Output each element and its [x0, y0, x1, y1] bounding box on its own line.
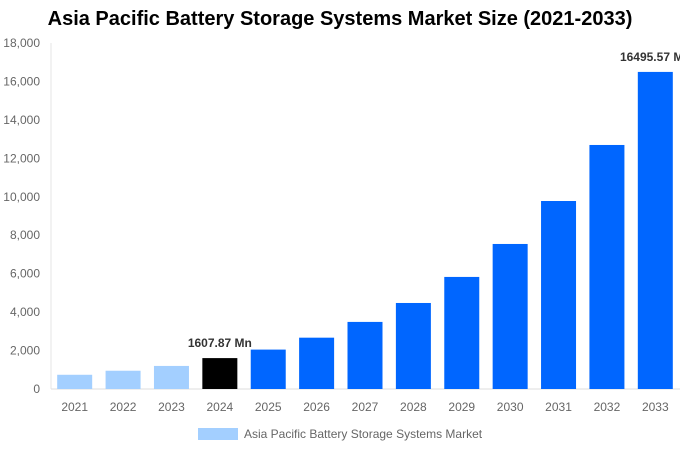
bar-2030: [492, 243, 528, 389]
y-tick-label: 2,000: [10, 344, 40, 358]
bar-2025: [250, 349, 286, 389]
y-tick-label: 14,000: [3, 113, 40, 127]
x-tick-label: 2025: [255, 400, 282, 414]
bar-2024: [202, 358, 238, 389]
data-label-2033: 16495.57 Mn: [620, 50, 680, 64]
chart-title: Asia Pacific Battery Storage Systems Mar…: [47, 8, 633, 30]
y-tick-label: 4,000: [10, 305, 40, 319]
x-tick-label: 2030: [497, 400, 524, 414]
x-tick-label: 2032: [594, 400, 621, 414]
y-tick-label: 16,000: [3, 74, 40, 88]
y-tick-label: 8,000: [10, 228, 40, 242]
x-tick-label: 2031: [545, 400, 572, 414]
x-tick-label: 2024: [206, 400, 233, 414]
bar-2023: [153, 365, 189, 389]
x-tick-label: 2033: [642, 400, 669, 414]
y-tick-label: 10,000: [3, 190, 40, 204]
bar-2031: [541, 201, 577, 389]
x-tick-label: 2027: [352, 400, 379, 414]
y-tick-label: 18,000: [3, 36, 40, 50]
bar-2029: [444, 276, 480, 389]
bar-2032: [589, 144, 625, 389]
x-tick-label: 2028: [400, 400, 427, 414]
bar-2021: [57, 374, 93, 389]
bar-2026: [299, 337, 335, 389]
x-tick-label: 2029: [448, 400, 475, 414]
y-tick-label: 0: [33, 382, 40, 396]
y-tick-label: 12,000: [3, 151, 40, 165]
data-label-2024: 1607.87 Mn: [188, 336, 252, 350]
x-tick-label: 2026: [303, 400, 330, 414]
x-tick-label: 2023: [158, 400, 185, 414]
legend-swatch: [198, 428, 238, 440]
bar-2022: [105, 370, 141, 389]
bar-2028: [395, 302, 431, 389]
legend-label: Asia Pacific Battery Storage Systems Mar…: [244, 427, 483, 441]
x-tick-label: 2021: [61, 400, 88, 414]
bar-2033: [637, 71, 673, 389]
bar-2027: [347, 321, 383, 389]
x-tick-label: 2022: [110, 400, 137, 414]
y-tick-label: 6,000: [10, 267, 40, 281]
